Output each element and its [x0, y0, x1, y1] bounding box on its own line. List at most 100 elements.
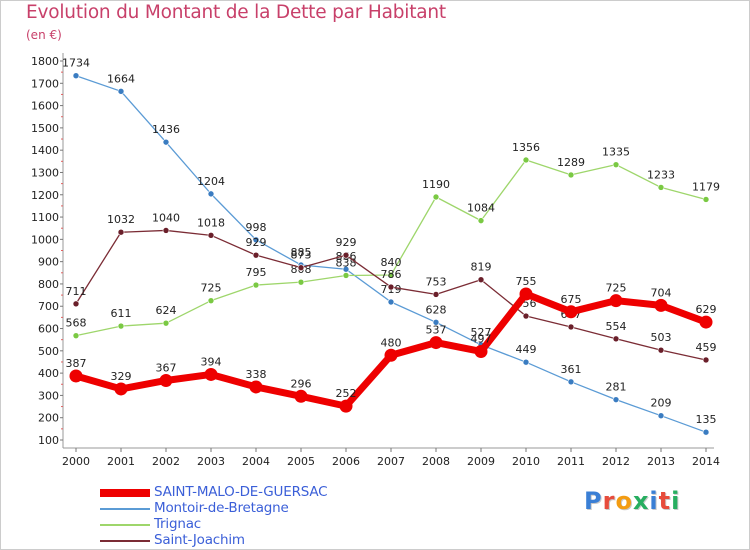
- data-point: [342, 251, 350, 259]
- data-point: [294, 389, 308, 403]
- x-tick-label: 2000: [62, 455, 90, 468]
- data-point: [654, 298, 668, 312]
- x-tick-label: 2013: [647, 455, 675, 468]
- data-label: 361: [561, 363, 582, 376]
- data-label: 840: [381, 256, 402, 269]
- data-point: [609, 294, 623, 308]
- data-point: [477, 276, 485, 284]
- data-point: [339, 399, 353, 413]
- y-tick-label: 1000: [31, 233, 59, 246]
- legend-swatch: [100, 508, 150, 510]
- data-point: [564, 305, 578, 319]
- data-label: 394: [201, 355, 222, 368]
- data-point: [612, 335, 620, 343]
- data-label: 1204: [197, 175, 225, 188]
- y-tick-label: 200: [38, 412, 59, 425]
- data-point: [567, 378, 575, 386]
- data-point: [117, 228, 125, 236]
- y-tick-label: 600: [38, 323, 59, 336]
- legend-label: Montoir-de-Bretagne: [154, 500, 289, 516]
- legend-label: SAINT-MALO-DE-GUERSAC: [154, 484, 328, 500]
- legend-label: Trignac: [154, 516, 201, 532]
- y-tick-label: 1300: [31, 166, 59, 179]
- data-point: [117, 88, 125, 95]
- x-tick-label: 2006: [332, 455, 360, 468]
- data-label: 367: [156, 361, 177, 374]
- data-label: 819: [471, 261, 492, 274]
- y-tick-label: 1700: [31, 77, 59, 90]
- data-point: [384, 348, 398, 362]
- data-point: [432, 291, 440, 298]
- data-point: [387, 271, 395, 279]
- x-tick-label: 2014: [692, 455, 720, 468]
- data-label: 755: [516, 275, 537, 288]
- data-label: 1190: [422, 178, 450, 191]
- data-label: 209: [651, 397, 672, 410]
- data-label: 753: [426, 275, 447, 288]
- data-label: 1018: [197, 216, 225, 229]
- legend-swatch: [100, 489, 150, 497]
- x-tick-label: 2012: [602, 455, 630, 468]
- data-label: 459: [696, 341, 717, 354]
- data-label: 296: [291, 377, 312, 390]
- data-label: 135: [696, 413, 717, 426]
- x-tick-label: 2003: [197, 455, 225, 468]
- data-point: [477, 217, 485, 224]
- data-point: [162, 227, 170, 234]
- x-tick-label: 2010: [512, 455, 540, 468]
- data-point: [252, 236, 260, 244]
- data-label: 554: [606, 320, 627, 333]
- data-point: [567, 323, 575, 331]
- x-tick-label: 2009: [467, 455, 495, 468]
- proxiti-logo: Proxiti: [584, 487, 681, 515]
- data-point: [72, 72, 80, 80]
- y-tick-label: 1500: [31, 122, 59, 135]
- data-point: [72, 300, 80, 308]
- data-point: [702, 428, 710, 436]
- x-tick-label: 2007: [377, 455, 405, 468]
- x-tick-label: 2004: [242, 455, 270, 468]
- data-point: [387, 283, 395, 291]
- data-label: 629: [696, 303, 717, 316]
- data-point: [657, 346, 665, 354]
- y-tick-label: 800: [38, 278, 59, 291]
- data-point: [702, 196, 710, 203]
- data-point: [612, 396, 620, 403]
- y-tick-label: 500: [38, 345, 59, 358]
- data-point: [657, 412, 665, 419]
- data-label: 537: [426, 324, 447, 337]
- data-label: 711: [66, 285, 87, 298]
- y-tick-label: 700: [38, 300, 59, 313]
- data-point: [114, 382, 128, 396]
- data-label: 1356: [512, 141, 540, 154]
- data-point: [159, 373, 173, 387]
- y-tick-label: 1400: [31, 144, 59, 157]
- data-point: [207, 190, 215, 198]
- data-label: 1289: [557, 156, 585, 169]
- data-point: [567, 171, 575, 179]
- x-tick-label: 2005: [287, 455, 315, 468]
- data-label: 338: [246, 368, 267, 381]
- data-point: [297, 264, 305, 271]
- data-point: [72, 332, 80, 339]
- data-label: 503: [651, 331, 672, 344]
- data-label: 873: [291, 249, 312, 262]
- data-label: 628: [426, 303, 447, 316]
- chart-title: Evolution du Montant de la Dette par Hab…: [26, 2, 446, 23]
- data-label: 725: [606, 282, 627, 295]
- data-label: 329: [111, 370, 132, 383]
- x-tick-label: 2008: [422, 455, 450, 468]
- data-point: [252, 281, 260, 289]
- data-label: 1179: [692, 180, 720, 193]
- data-point: [387, 298, 395, 306]
- data-point: [207, 232, 215, 239]
- data-label: 795: [246, 266, 267, 279]
- x-tick-label: 2002: [152, 455, 180, 468]
- data-label: 480: [381, 336, 402, 349]
- data-label: 252: [336, 387, 357, 400]
- data-label: 1040: [152, 211, 180, 224]
- data-label: 1436: [152, 123, 180, 136]
- data-label: 786: [381, 268, 402, 281]
- data-point: [519, 287, 533, 301]
- data-label: 1032: [107, 213, 135, 226]
